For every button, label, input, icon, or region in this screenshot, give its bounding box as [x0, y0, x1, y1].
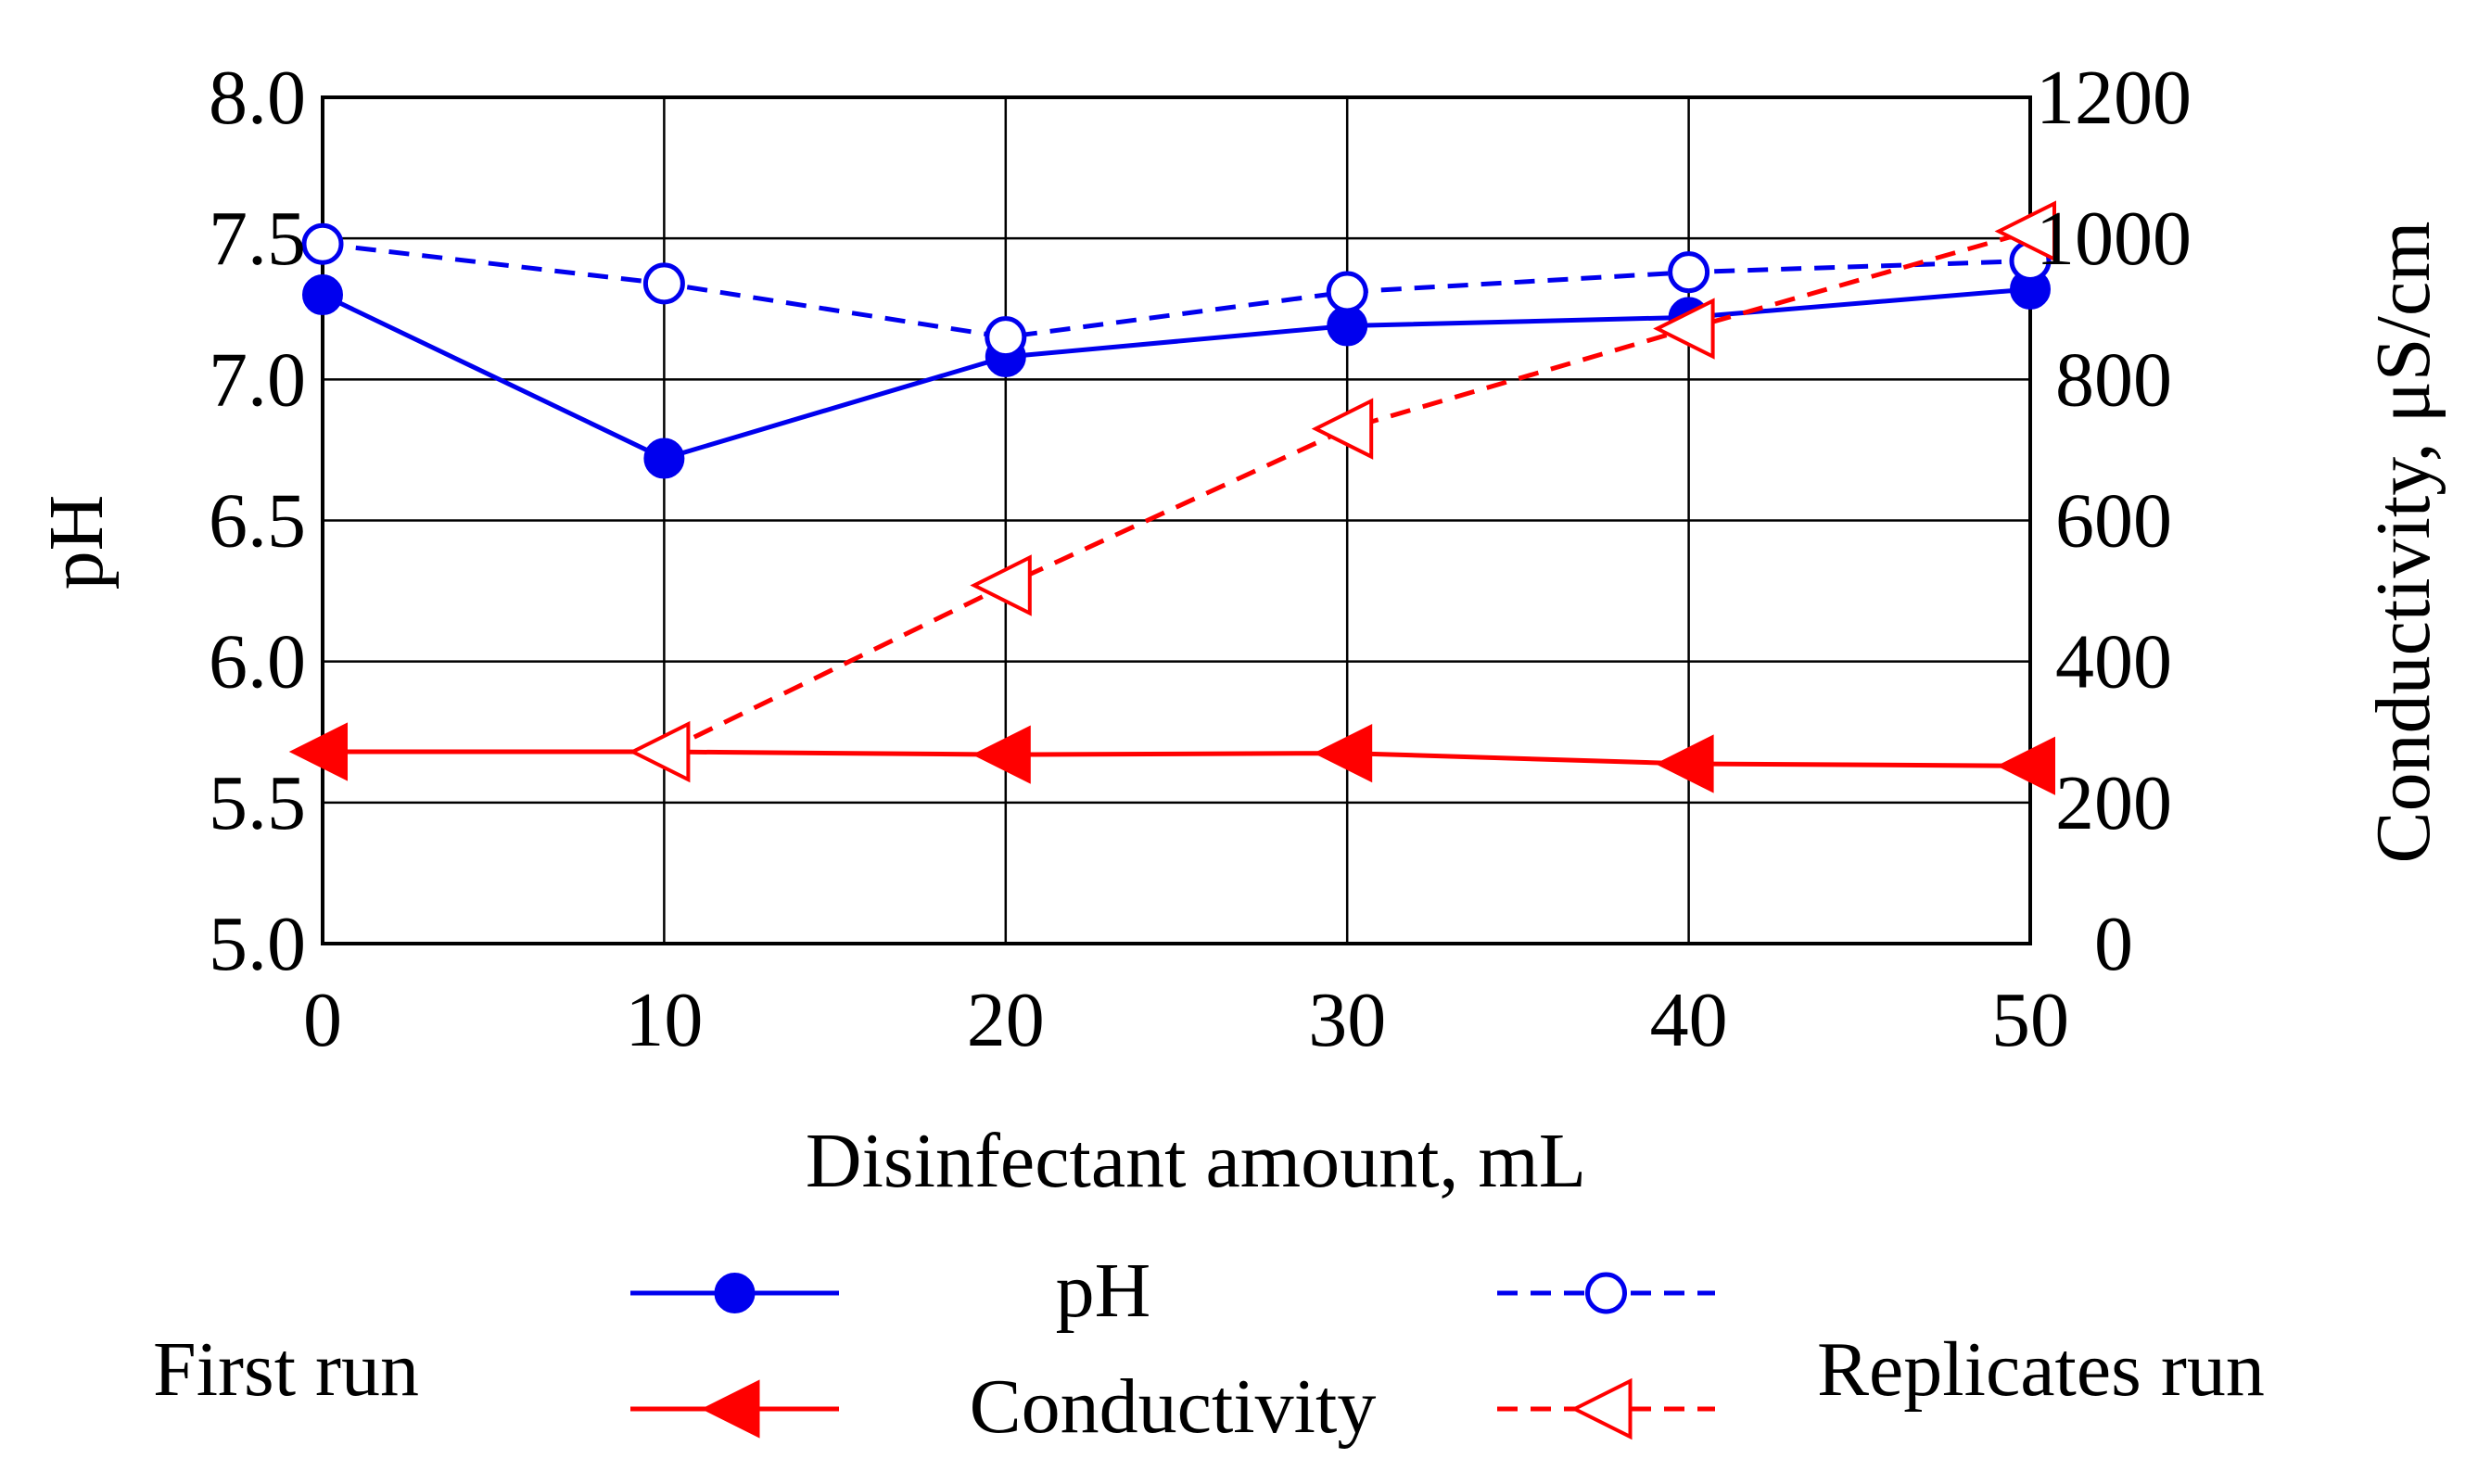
- x-tick-label: 20: [967, 977, 1045, 1063]
- data-point: [288, 722, 348, 781]
- y-right-tick-label: 800: [2055, 336, 2172, 423]
- x-tick-label: 0: [303, 977, 342, 1063]
- y-axis-left-title: pH: [33, 495, 120, 590]
- x-axis-title: Disinfectant amount, mL: [806, 1118, 1586, 1204]
- series-line: [322, 241, 2031, 340]
- data-point: [643, 438, 685, 479]
- legend: First run pH Conductivity Replicates run: [153, 1248, 2265, 1450]
- data-point: [642, 262, 685, 305]
- series-line: [323, 749, 2031, 768]
- data-point: [628, 720, 691, 783]
- data-point: [985, 316, 1027, 359]
- y-left-tick-label: 5.5: [209, 760, 306, 846]
- data-point: [302, 274, 343, 316]
- legend-ph-label: pH: [1056, 1248, 1151, 1334]
- data-point: [1994, 200, 2056, 262]
- legend-replicates-run: Replicates run: [1817, 1326, 2265, 1413]
- legend-marker: [714, 1273, 756, 1313]
- series-line: [663, 229, 2031, 755]
- grid: [321, 95, 2032, 945]
- series-line: [321, 286, 2031, 462]
- y-right-tick-label: 400: [2055, 619, 2172, 705]
- y-left-tick-label: 7.5: [209, 196, 306, 282]
- y-left-tick-label: 6.0: [209, 619, 306, 705]
- data-point: [1655, 734, 1714, 793]
- y-right-tick-label: 600: [2055, 478, 2172, 564]
- legend-marker: [1570, 1377, 1633, 1440]
- y-right-tick-label: 1200: [2036, 55, 2192, 141]
- y-left-tick-label: 6.5: [209, 478, 306, 564]
- x-tick-label: 30: [1308, 977, 1386, 1063]
- y-axis-right-title: Conductivity, μS/cm: [2360, 222, 2446, 864]
- data-point: [1653, 298, 1715, 360]
- data-point: [972, 725, 1031, 784]
- data-point: [1668, 251, 1710, 294]
- y-right-tick-label: 1000: [2036, 196, 2192, 282]
- x-tick-label: 40: [1650, 977, 1728, 1063]
- y-right-tick-label: 0: [2094, 901, 2133, 987]
- series-1: [301, 222, 2052, 359]
- series-layer: [288, 200, 2056, 795]
- data-point: [970, 554, 1032, 616]
- y-right-tick-label: 200: [2055, 760, 2172, 846]
- x-tick-label: 50: [1991, 977, 2069, 1063]
- data-point: [1996, 736, 2055, 795]
- legend-first-run: First run: [153, 1326, 419, 1413]
- data-point: [1326, 271, 1368, 313]
- plot-frame: [321, 95, 2032, 945]
- series-3: [628, 200, 2056, 783]
- legend-marker: [701, 1379, 760, 1439]
- y-left-tick-label: 7.0: [209, 336, 306, 423]
- x-tick-label: 10: [625, 977, 703, 1063]
- data-point: [1313, 723, 1373, 783]
- legend-symbols: [630, 1272, 1715, 1440]
- y-left-tick-label: 8.0: [209, 55, 306, 141]
- data-point: [301, 222, 344, 265]
- tick-labels: 5.05.56.06.57.07.58.00200400600800100012…: [209, 55, 2192, 1063]
- legend-marker: [1585, 1272, 1627, 1314]
- series-2: [288, 722, 2055, 795]
- y-left-tick-label: 5.0: [209, 901, 306, 987]
- legend-conductivity-label: Conductivity: [970, 1364, 1377, 1450]
- data-point: [1311, 398, 1374, 460]
